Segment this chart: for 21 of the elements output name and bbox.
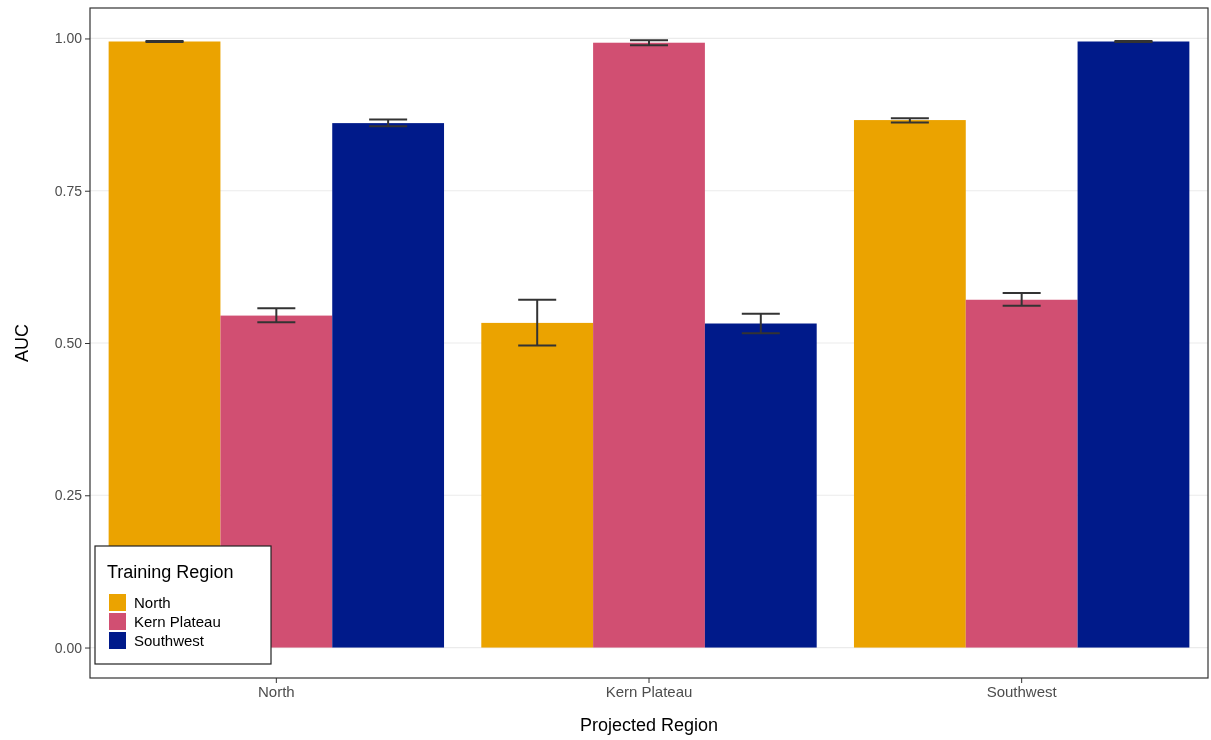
x-tick-label: Southwest [986,682,1058,700]
bar [332,123,445,648]
y-tick-label: 0.00 [54,639,83,656]
x-axis-title: Projected Region [579,715,719,735]
bar [481,322,594,648]
bar [704,323,817,648]
bar [593,42,705,648]
x-tick-label: North [257,682,295,700]
legend-label: North [134,594,171,611]
legend-label: Southwest [134,632,205,649]
y-axis-title: AUC [12,323,32,363]
bar [965,299,1078,648]
y-tick-label: 1.00 [54,30,83,47]
legend-title: Training Region [107,562,234,582]
bar [1077,41,1190,648]
y-tick-label: 0.25 [54,487,83,504]
legend-label: Kern Plateau [134,613,221,630]
x-tick-label: Kern Plateau [605,682,693,700]
y-tick-label: 0.75 [54,182,83,199]
bar [853,120,966,648]
y-tick-label: 0.50 [54,334,83,351]
